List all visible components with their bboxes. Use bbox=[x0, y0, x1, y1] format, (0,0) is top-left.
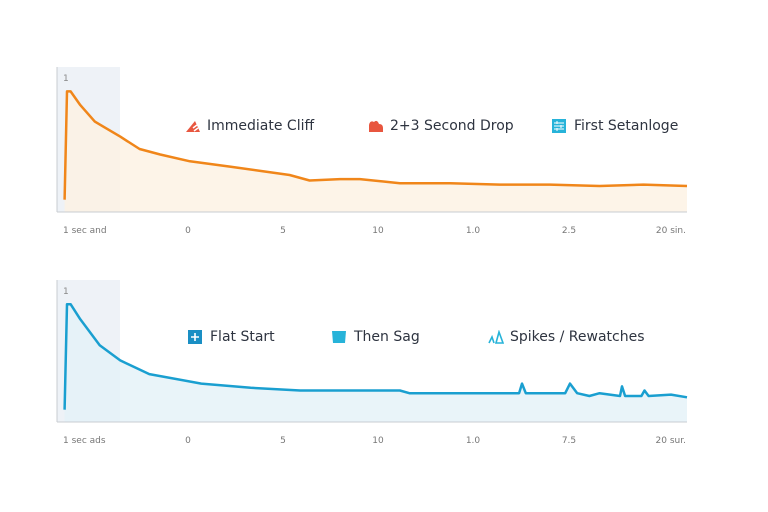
legend-label: Spikes / Rewatches bbox=[510, 329, 645, 345]
x-tick-label: 1 sec and bbox=[63, 226, 107, 236]
legend-item: 2+3 Second Drop bbox=[368, 118, 514, 134]
legend-label: 2+3 Second Drop bbox=[390, 118, 514, 134]
spikes-icon bbox=[488, 330, 504, 344]
legend-label: First Setanloge bbox=[574, 118, 679, 134]
cloud-drop-icon bbox=[368, 119, 383, 133]
series-line bbox=[63, 90, 688, 200]
series-line bbox=[63, 302, 688, 410]
legend-label: Flat Start bbox=[210, 329, 275, 345]
x-tick-label: 2.5 bbox=[562, 226, 576, 236]
series-area bbox=[64, 91, 687, 212]
y-tick-label: 1 bbox=[63, 74, 69, 84]
cliff-icon bbox=[185, 119, 200, 133]
legend-item: Then Sag bbox=[332, 329, 420, 345]
x-tick-label: 10 bbox=[372, 436, 384, 446]
legend-item: Flat Start bbox=[188, 329, 275, 345]
x-tick-label: 1.0 bbox=[466, 436, 481, 446]
bucket-icon bbox=[332, 330, 346, 344]
plus-square-icon bbox=[188, 330, 202, 344]
x-tick-label: 20 sur. bbox=[656, 436, 686, 446]
legend-item: Immediate Cliff bbox=[185, 118, 314, 134]
x-tick-label: 1.0 bbox=[466, 226, 481, 236]
legend-label: Immediate Cliff bbox=[207, 118, 315, 134]
grid-icon bbox=[552, 119, 566, 133]
x-tick-label: 5 bbox=[280, 436, 286, 446]
legend-item: Spikes / Rewatches bbox=[488, 329, 645, 345]
series-area bbox=[64, 304, 687, 422]
x-tick-label: 10 bbox=[372, 226, 384, 236]
legend-label: Then Sag bbox=[354, 329, 420, 345]
x-tick-label: 5 bbox=[280, 226, 286, 236]
y-tick-label: 1 bbox=[63, 287, 69, 297]
x-tick-label: 0 bbox=[185, 436, 191, 446]
x-tick-label: 20 sin. bbox=[656, 226, 686, 236]
x-tick-label: 7.5 bbox=[562, 436, 576, 446]
x-tick-label: 1 sec ads bbox=[63, 436, 106, 446]
legend-item: First Setanloge bbox=[552, 118, 678, 134]
x-tick-label: 0 bbox=[185, 226, 191, 236]
